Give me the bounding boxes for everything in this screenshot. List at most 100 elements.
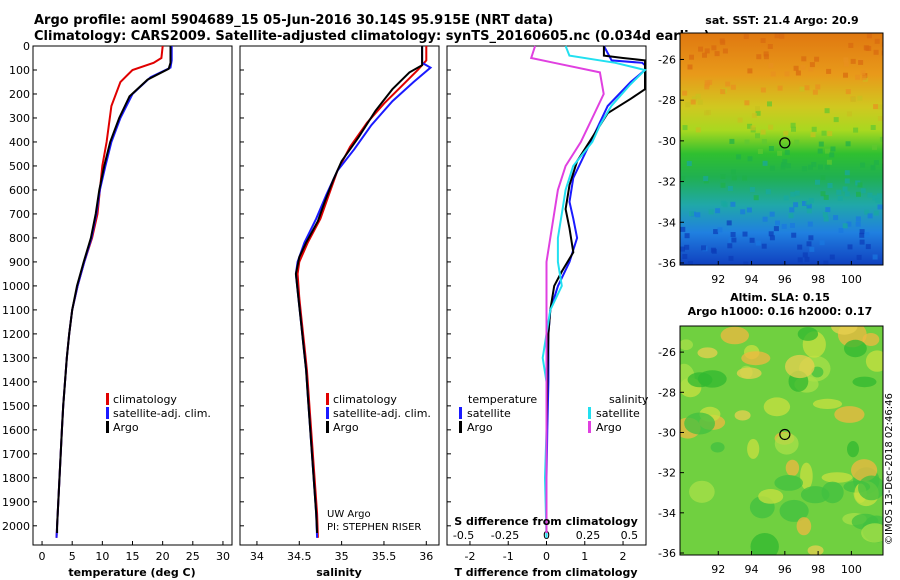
depth-tick-label: 2000 (2, 520, 30, 533)
sst-pixel (680, 176, 686, 182)
sla-blob (689, 480, 715, 503)
sla-blob (811, 366, 824, 378)
sst-pixel (857, 182, 863, 188)
map-y-tick-label: -34 (658, 216, 676, 229)
sst-pixel (867, 213, 873, 219)
x-tick-label: 36 (419, 550, 433, 563)
sla-texture (680, 326, 883, 555)
sst-pixel (768, 63, 774, 69)
map-y-tick-label: -32 (658, 467, 676, 480)
sst-pixel (818, 141, 824, 147)
sst-pixel (845, 89, 851, 95)
x-top-tick-label: 0.5 (621, 529, 639, 542)
x-tick-label: 0 (543, 550, 550, 563)
sla-blob (697, 370, 727, 388)
sla-blob (796, 517, 812, 536)
sst-pixel (819, 240, 825, 246)
x-tick-label: 35.5 (372, 550, 397, 563)
sst-pixel (811, 162, 817, 167)
sst-pixel (687, 64, 693, 70)
sst-pixel (765, 189, 771, 195)
sst-pixel (750, 125, 756, 131)
sst-pixel (785, 163, 791, 169)
sst-pixel (855, 221, 861, 227)
sla-blob (800, 462, 813, 490)
sst-pixel (800, 65, 806, 70)
sst-pixel (808, 198, 814, 204)
map-y-tick-label: -32 (658, 176, 676, 189)
sst-pixel (837, 196, 843, 201)
annotation-pi: PI: STEPHEN RISER (327, 522, 421, 533)
series-line-s-argo (529, 45, 605, 533)
sst-pixel (806, 208, 812, 214)
series-line-argo (56, 46, 172, 533)
sst-pixel (842, 223, 848, 229)
depth-tick-label: 900 (9, 256, 30, 269)
sst-pixel (684, 244, 690, 250)
sst-pixel (859, 239, 865, 245)
sst-pixel (790, 122, 796, 128)
sla-blob (684, 412, 715, 435)
sst-pixel (861, 75, 867, 81)
sst-pixel (728, 255, 734, 261)
sst-pixel (763, 54, 769, 60)
legend-swatch-satellite (326, 407, 329, 419)
sst-pixel (825, 148, 830, 154)
salinity-x-axis: 34 34.5 35 35.5 36 (250, 541, 433, 563)
sst-pixel (698, 46, 704, 52)
sst-pixel (708, 209, 714, 215)
sla-blob (774, 475, 803, 491)
sst-pixel (768, 146, 774, 151)
salinity-xlabel: salinity (316, 566, 362, 579)
sst-pixel (768, 124, 774, 130)
sst-pixel (881, 41, 883, 47)
sst-pixel (769, 235, 775, 241)
sst-pixel (690, 99, 696, 105)
depth-tick-label: 0 (23, 40, 30, 53)
sst-pixel (860, 70, 866, 75)
sst-pixel (860, 188, 866, 194)
x-tick-label: 10 (95, 550, 109, 563)
sst-pixel (742, 175, 748, 181)
sst-pixel (689, 211, 694, 217)
sst-pixel (853, 127, 859, 133)
sst-pixel (825, 207, 831, 213)
series-line-climatology (296, 46, 428, 538)
sst-pixel (704, 110, 709, 116)
map-x-tick-label: 98 (811, 273, 825, 286)
sst-pixel (779, 33, 785, 39)
depth-tick-label: 400 (9, 136, 30, 149)
sst-pixel (860, 162, 866, 168)
sst-pixel (727, 243, 733, 249)
sla-blob (747, 438, 760, 459)
x-tick-label: 0 (39, 550, 46, 563)
legend-swatch-climatology (106, 393, 109, 405)
sst-pixel (746, 207, 752, 213)
sst-pixel (751, 113, 757, 118)
sla-blob (821, 472, 853, 483)
sst-pixel (827, 183, 833, 188)
sst-pixel (802, 201, 807, 206)
x-tick-label: -1 (503, 550, 514, 563)
sst-pixel (873, 160, 879, 166)
sst-pixel (877, 193, 882, 199)
sla-blob (865, 350, 883, 372)
sla-blob (680, 339, 693, 350)
sst-pixel (701, 245, 707, 251)
sst-pixel (812, 89, 818, 95)
depth-tick-label: 700 (9, 208, 30, 221)
sst-pixel (804, 256, 810, 262)
x-tick-label: 15 (126, 550, 140, 563)
temperature-xlabel: temperature (deg C) (68, 566, 195, 579)
difference-legend: temperature satellite Argo salinity sate… (459, 393, 649, 434)
sst-pixel (809, 62, 815, 68)
x-tick-label: 35 (335, 550, 349, 563)
sst-pixel (777, 85, 783, 91)
legend-swatch-argo (106, 421, 109, 433)
map-y-tick-label: -30 (658, 426, 676, 439)
sst-pixel (774, 33, 780, 39)
sst-pixel (760, 38, 766, 43)
sst-pixel (807, 164, 813, 170)
sst-pixel (711, 45, 717, 51)
sst-pixel (818, 164, 823, 170)
